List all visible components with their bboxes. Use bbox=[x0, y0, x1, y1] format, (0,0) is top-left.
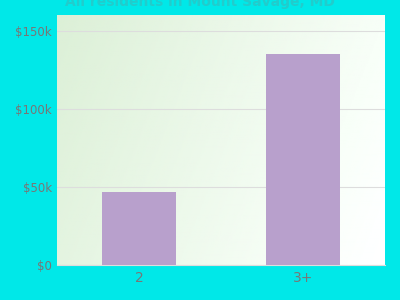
Bar bbox=[266, 54, 340, 266]
Text: All residents in Mount Savage, MD: All residents in Mount Savage, MD bbox=[65, 0, 335, 9]
Bar bbox=[102, 192, 176, 266]
